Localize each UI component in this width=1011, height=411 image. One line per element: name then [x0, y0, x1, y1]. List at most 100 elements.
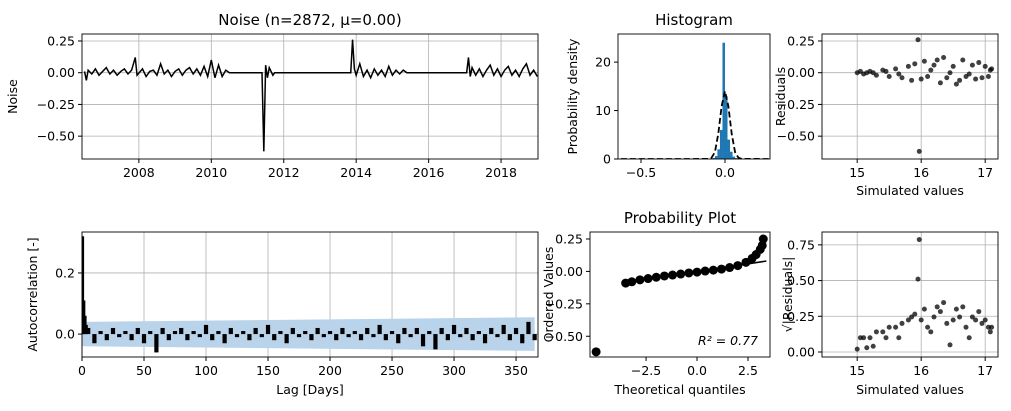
scatter-point [950, 63, 956, 69]
x-tick-label: 16 [913, 363, 929, 378]
scatter-point [916, 148, 922, 154]
scatter-point [873, 329, 879, 335]
scatter-point [941, 300, 947, 306]
acf-bar [327, 331, 333, 335]
scatter-point [979, 75, 985, 81]
acf-bar [117, 334, 122, 338]
x-tick-label: 0 [78, 363, 86, 378]
scatter-point [668, 270, 678, 280]
plot-area [854, 237, 995, 352]
plot-area [83, 39, 538, 152]
acf-bar [265, 324, 271, 335]
acf-bar [340, 327, 345, 335]
acf-bar [507, 334, 512, 341]
histogram-bar [714, 156, 718, 159]
scatter-point [937, 309, 943, 315]
y-axis-label: Ordered Values [541, 247, 556, 343]
scatter-point [883, 335, 889, 341]
plot-area [620, 42, 769, 159]
acf-bar [358, 334, 364, 341]
acf-bar [352, 331, 357, 335]
acf-bar [92, 334, 97, 344]
scatter-point [953, 81, 959, 87]
x-tick-label: 150 [256, 363, 280, 378]
scatter-point [944, 75, 950, 81]
scatter-point [941, 54, 947, 60]
x-tick-label: 300 [442, 363, 466, 378]
y-tick-label: −0.25 [37, 97, 75, 112]
scatter-point [957, 77, 963, 83]
scatter-point [627, 277, 637, 287]
acf-bar [141, 334, 147, 344]
scatter-point [960, 57, 966, 63]
scatter-point [925, 74, 931, 80]
acf-bar [396, 334, 401, 344]
y-tick-label: 10 [595, 103, 611, 118]
acf-bar [185, 334, 190, 341]
y-tick-label: 0.2 [55, 265, 75, 280]
histogram-bar [730, 151, 733, 159]
acf-bar [445, 334, 450, 341]
acf-bar [513, 327, 519, 335]
panel: 0 50 100 150 200 250 300 350 0.0 0.2 Autocorrelati… [25, 231, 539, 397]
acf-bar [402, 327, 407, 335]
acf-bar [414, 327, 419, 335]
panel: −0.5 0.0 0 10 20 Histogram Probability density [565, 11, 771, 180]
acf-bar [482, 334, 488, 344]
plot-area [82, 236, 537, 353]
scatter-point [733, 261, 743, 271]
scatter-point [635, 275, 645, 285]
acf-bar [228, 327, 233, 335]
x-tick-label: 17 [977, 363, 993, 378]
acf-bar [241, 331, 246, 335]
scatter-point [708, 265, 718, 275]
scatter-point [870, 343, 876, 349]
scatter-point [963, 324, 969, 330]
acf-bar [371, 334, 376, 338]
scatter-point [912, 311, 918, 317]
scatter-point [925, 324, 931, 330]
acf-bar [501, 324, 506, 335]
x-tick-label: 15 [849, 165, 865, 180]
axes-frame [617, 33, 771, 160]
scatter-point [957, 314, 963, 320]
panel: 2008 2010 2012 2014 2016 2018 0.25 0.00 −0.25 −0.… [5, 11, 539, 180]
acf-bar [346, 334, 351, 338]
acf-bar [470, 334, 475, 341]
scatter-point [896, 71, 902, 77]
y-tick-label: 0.00 [47, 65, 75, 80]
x-tick-label: 15 [849, 363, 865, 378]
acf-bar [408, 334, 413, 338]
axes-frame [589, 231, 771, 358]
scatter-point [684, 268, 694, 278]
acf-bar [334, 334, 339, 341]
axes-frame [81, 231, 539, 358]
x-tick-label: 2016 [413, 165, 445, 180]
scatter-point [947, 342, 953, 348]
scatter-point [725, 263, 735, 273]
scatter-point [921, 306, 927, 312]
acf-bar [433, 334, 438, 350]
density-curve [620, 90, 769, 159]
y-tick-label: 0 [603, 152, 611, 167]
scatter-point [928, 329, 934, 335]
y-tick-label: 0.25 [47, 33, 75, 48]
acf-bar [451, 324, 457, 335]
acf-bar [154, 334, 159, 353]
x-tick-label: 0.0 [715, 165, 735, 180]
x-tick-label: 2012 [268, 165, 300, 180]
noise-line [83, 39, 538, 152]
acf-bar [290, 327, 295, 335]
scatter-point [950, 317, 956, 323]
x-tick-label: −0.5 [626, 165, 656, 180]
scatter-point [591, 347, 601, 357]
y-tick-label: −0.50 [545, 329, 583, 344]
acf-bar [495, 334, 500, 338]
acf-bar [197, 334, 202, 338]
scatter-point [966, 335, 972, 341]
acf-bar [86, 327, 91, 335]
acf-bar [123, 331, 128, 335]
scatter-point [676, 269, 686, 279]
histogram-bar [719, 129, 723, 159]
y-tick-label: −0.25 [545, 296, 583, 311]
